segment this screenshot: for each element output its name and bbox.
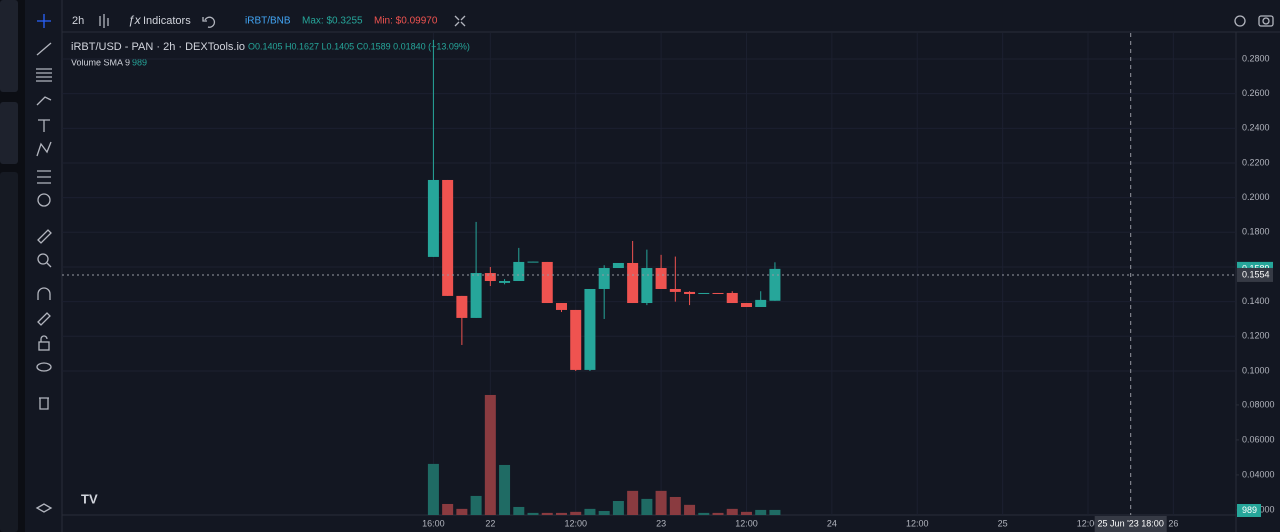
interval[interactable]: 2h [72,15,84,27]
volume-bar [740,511,752,515]
ohlc-legend: O0.1405 H0.1627 L0.1405 C0.1589 0.01840 … [248,41,470,51]
volume-bar [769,509,781,515]
volume-bar [598,510,610,515]
candle-body [684,291,696,295]
candle-body [570,309,582,370]
candle-body [527,261,539,263]
candle-body [655,268,667,289]
candle-body [627,262,639,304]
side-panel [0,102,18,164]
candle-body [442,179,454,296]
drawing-tools[interactable] [35,14,1274,513]
candle-body [755,299,767,308]
candle-body [513,261,525,282]
candle-body [541,261,553,304]
volume-bar [427,463,439,515]
candle-body [740,303,752,308]
volume-bar [513,506,525,515]
min: Min: $0.09970 [374,16,438,27]
candle-body [456,295,468,318]
volume-bar [684,504,696,515]
y2-tick-label: 0.06000 [1242,434,1275,444]
candle-body [470,273,482,318]
crosshair-time-box [1094,516,1167,532]
fx-icon[interactable]: ƒx [128,13,142,27]
x-tick-label: 12:00 [906,518,929,528]
volume-bar [470,495,482,515]
volume-bar [541,512,553,515]
candle-body [484,273,496,282]
candle-body [712,292,724,294]
candle-body [499,281,511,283]
volume-legend-value: 989 [132,57,147,67]
volume-value-box [1237,504,1261,517]
volume-bar [698,512,710,515]
candle-body [612,262,624,269]
x-tick-label: 25 [998,518,1008,528]
y-tick-label: 0.2600 [1242,88,1270,98]
candle-body [769,268,781,301]
x-tick-label: 22 [485,518,495,528]
candle-body [598,268,610,289]
chart-title: iRBT/USD - PAN · 2h · DEXTools.io [71,41,245,53]
volume-bar [669,496,681,515]
volume-bar [555,512,567,515]
candle-body [427,179,439,257]
candle-body [555,303,567,310]
x-tick-label: 24 [827,518,837,528]
volume-bar [442,503,454,515]
volume-value-label: 989 [1242,505,1257,515]
x-tick-label: 12:00 [1077,518,1100,528]
x-tick-label: 23 [656,518,666,528]
volume-bar [456,508,468,515]
volume-bar [484,394,496,515]
volume-bar [712,512,724,515]
pair[interactable]: iRBT/BNB [245,16,291,27]
candle-body [584,288,596,370]
logo: TV [81,491,98,506]
plot: 16:00 22 12:00 23 12:00 24 12:00 25 12:00 26 0.100… [62,33,1275,532]
y-tick-label: 0.2200 [1242,157,1270,167]
crosshair-time-label: 25 Jun '23 18:00 [1098,518,1164,528]
volume-bar [726,508,738,515]
volume-bar [641,498,653,515]
x-tick-label: 16:00 [422,518,445,528]
y-tick-label: 0.2000 [1242,192,1270,202]
x-tick-label: 26 [1168,518,1178,528]
crosshair-price-label: 0.1554 [1242,269,1270,279]
side-panel [0,172,18,532]
volume-bar [755,509,767,515]
volume-bar [627,490,639,515]
y-tick-label: 0.1200 [1242,331,1270,341]
y2-tick-label: 0.08000 [1242,399,1275,409]
y-tick-label: 0.1400 [1242,296,1270,306]
y-tick-label: 0.2800 [1242,53,1270,63]
volume-legend: Volume SMA 9 [71,57,130,67]
candle-body [641,268,653,304]
y2-tick-label: 0.04000 [1242,469,1275,479]
x-tick-label: 12:00 [564,518,587,528]
y-tick-label: 0.1800 [1242,227,1270,237]
candle-body [698,292,710,294]
max: Max: $0.3255 [302,16,363,27]
volume-bar [584,508,596,515]
volume-bar [655,490,667,515]
side-panel [0,0,18,92]
volume-bar [612,501,624,515]
candle-body [726,292,738,304]
x-tick-label: 12:00 [735,518,758,528]
y-tick-label: 0.1000 [1242,365,1270,375]
candle-body [669,288,681,292]
volume-bar [527,512,539,515]
crosshair-price-box [1237,267,1273,282]
indicators[interactable]: Indicators [143,15,191,27]
volume-bar [499,464,511,515]
volume-bar [570,511,582,515]
y-tick-label: 0.2400 [1242,123,1270,133]
